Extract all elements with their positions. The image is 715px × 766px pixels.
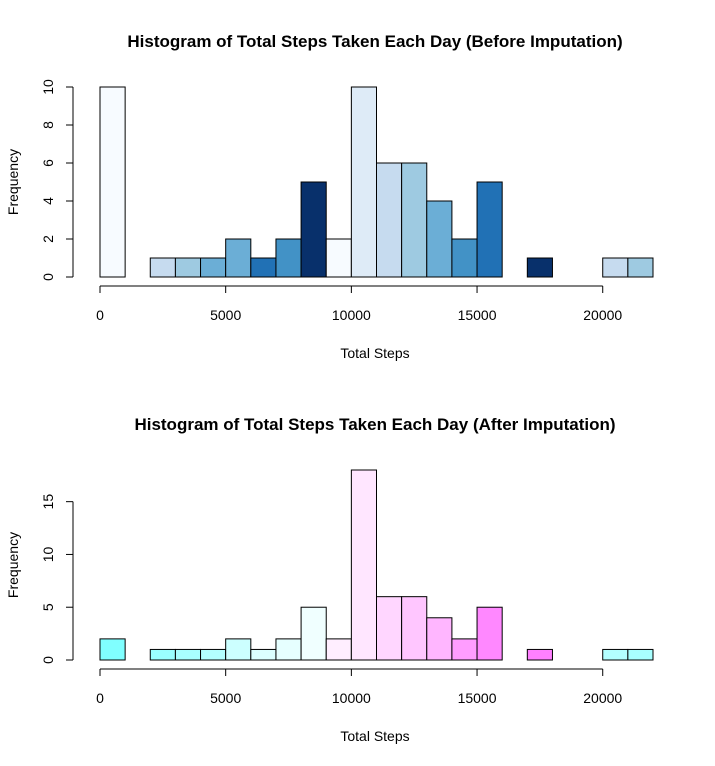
histogram-bar xyxy=(174,648,202,661)
y-tick-label: 15 xyxy=(40,494,56,510)
histogram-bar xyxy=(376,596,403,661)
y-tick-label: 8 xyxy=(40,121,56,129)
histogram-after-panel: Histogram of Total Steps Taken Each Day … xyxy=(5,415,654,744)
x-tick-label: 10000 xyxy=(332,307,371,323)
histogram-bar xyxy=(300,181,327,278)
x-tick-label: 15000 xyxy=(458,307,497,323)
y-tick-label: 4 xyxy=(40,197,56,205)
x-ticks: 0 5000 10000 15000 20000 xyxy=(96,286,622,323)
histogram-bar xyxy=(300,606,327,661)
y-axis-label: Frequency xyxy=(5,149,21,215)
histogram-bar xyxy=(350,86,378,278)
chart-title: Histogram of Total Steps Taken Each Day … xyxy=(134,415,615,434)
histogram-bar xyxy=(401,162,428,278)
histogram-bar xyxy=(451,638,478,661)
x-tick-label: 15000 xyxy=(458,690,497,706)
y-tick-label: 2 xyxy=(40,235,56,243)
histogram-bar xyxy=(225,638,252,661)
histogram-bar xyxy=(99,86,126,278)
bars-group xyxy=(99,469,654,661)
y-axis-label: Frequency xyxy=(5,532,21,598)
histogram-bar xyxy=(476,181,503,278)
x-tick-label: 20000 xyxy=(583,690,622,706)
histogram-bar xyxy=(225,238,252,278)
histogram-bar xyxy=(426,200,453,278)
bars-group xyxy=(99,86,654,278)
histogram-bar xyxy=(602,648,629,661)
chart-title: Histogram of Total Steps Taken Each Day … xyxy=(127,32,622,51)
x-tick-label: 0 xyxy=(96,690,104,706)
histogram-bar xyxy=(325,638,352,661)
x-tick-label: 0 xyxy=(96,307,104,323)
histogram-bar xyxy=(426,617,453,661)
histogram-bar xyxy=(174,257,202,278)
histogram-bar xyxy=(350,469,378,661)
histogram-bar xyxy=(149,648,176,661)
y-tick-label: 10 xyxy=(40,79,56,95)
x-tick-label: 10000 xyxy=(332,690,371,706)
histogram-bar xyxy=(376,162,403,278)
histogram-bar xyxy=(325,238,352,278)
histogram-bar xyxy=(99,638,126,661)
x-ticks: 0 5000 10000 15000 20000 xyxy=(96,669,622,706)
y-ticks: 0 5 10 15 xyxy=(40,494,73,664)
histogram-bar xyxy=(250,257,277,278)
histogram-bar xyxy=(200,257,227,278)
y-tick-label: 6 xyxy=(40,159,56,167)
histogram-bar xyxy=(149,257,176,278)
y-tick-label: 5 xyxy=(40,603,56,611)
histogram-bar xyxy=(602,257,629,278)
histogram-bar xyxy=(275,238,302,278)
y-tick-label: 0 xyxy=(40,656,56,664)
histogram-bar xyxy=(401,596,428,661)
x-tick-label: 5000 xyxy=(210,307,241,323)
y-tick-label: 0 xyxy=(40,273,56,281)
histogram-bar xyxy=(526,257,553,278)
y-ticks: 0 2 4 6 8 10 xyxy=(40,79,73,281)
histogram-bar xyxy=(627,648,654,661)
histogram-bar xyxy=(275,638,302,661)
histogram-bar xyxy=(476,606,503,661)
y-tick-label: 10 xyxy=(40,546,56,562)
x-tick-label: 20000 xyxy=(583,307,622,323)
histogram-before-panel: Histogram of Total Steps Taken Each Day … xyxy=(5,32,654,361)
histogram-bar xyxy=(200,648,227,661)
x-axis-label: Total Steps xyxy=(340,728,409,744)
histogram-bar xyxy=(627,257,654,278)
histogram-bar xyxy=(451,238,478,278)
histogram-bar xyxy=(250,648,277,661)
x-axis-label: Total Steps xyxy=(340,345,409,361)
x-tick-label: 5000 xyxy=(210,690,241,706)
histogram-bar xyxy=(526,648,553,661)
